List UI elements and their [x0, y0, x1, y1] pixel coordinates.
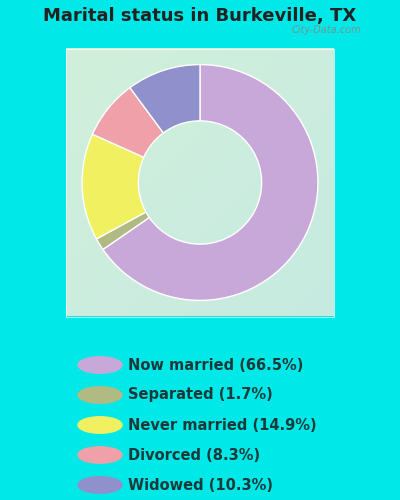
Text: Widowed (10.3%): Widowed (10.3%) [128, 478, 273, 492]
Text: Divorced (8.3%): Divorced (8.3%) [128, 448, 260, 462]
Bar [66, 48, 334, 316]
Wedge shape [103, 64, 318, 300]
Circle shape [78, 447, 122, 463]
Text: Separated (1.7%): Separated (1.7%) [128, 388, 273, 402]
Text: Now married (66.5%): Now married (66.5%) [128, 358, 303, 372]
Text: City-Data.com: City-Data.com [291, 25, 361, 35]
Text: Marital status in Burkeville, TX: Marital status in Burkeville, TX [43, 8, 357, 26]
Wedge shape [130, 64, 200, 133]
Circle shape [78, 387, 122, 403]
Circle shape [78, 357, 122, 373]
Wedge shape [82, 134, 146, 239]
Circle shape [78, 417, 122, 433]
Wedge shape [92, 88, 163, 158]
Wedge shape [96, 212, 149, 250]
Circle shape [78, 477, 122, 493]
Text: Never married (14.9%): Never married (14.9%) [128, 418, 317, 432]
